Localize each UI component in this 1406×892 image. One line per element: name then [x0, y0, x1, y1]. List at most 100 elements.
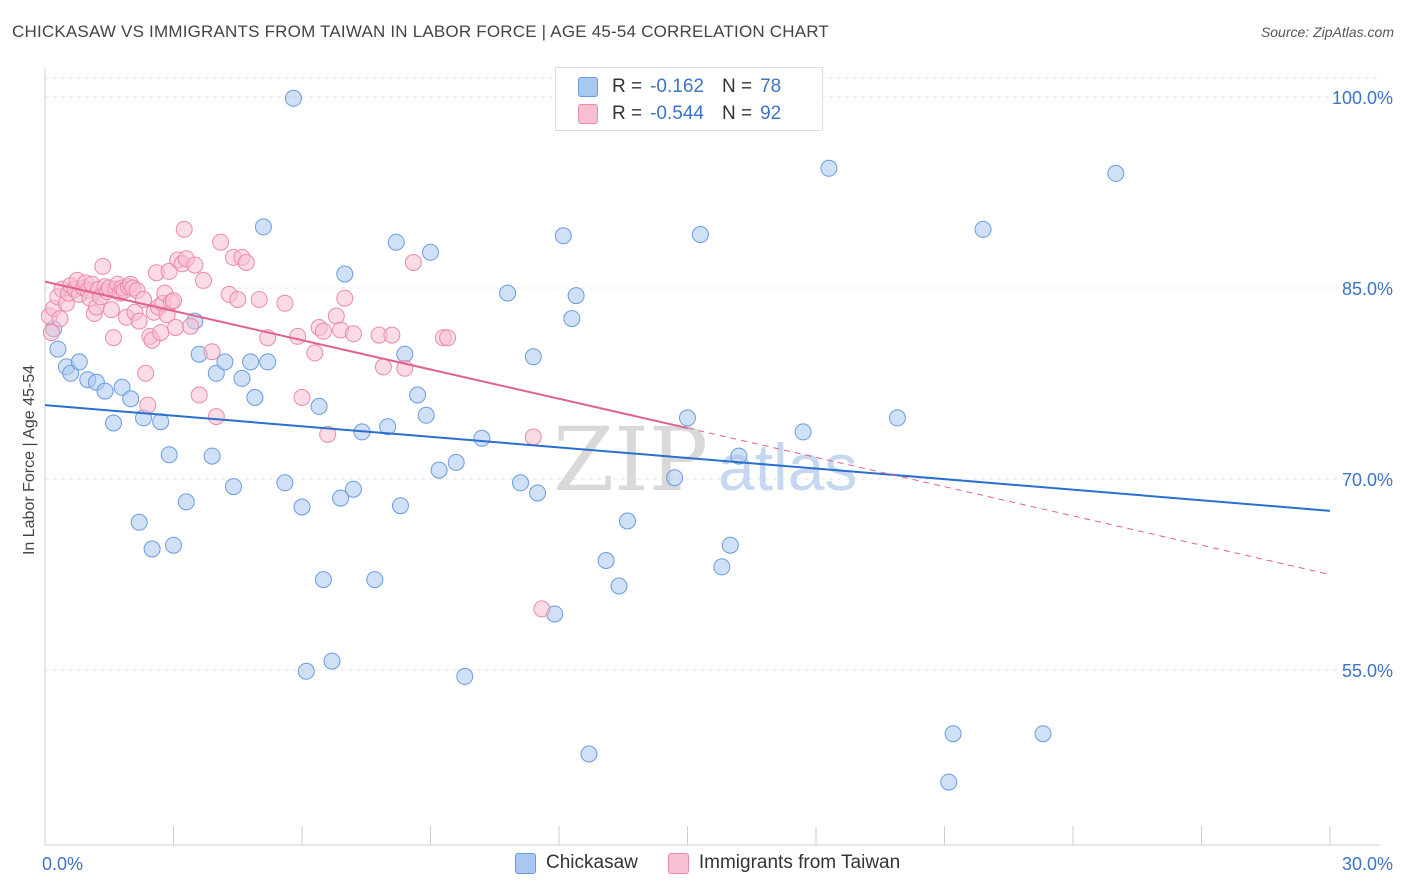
- chickasaw-point: [409, 386, 427, 404]
- taiwan-point: [276, 294, 294, 312]
- chickasaw-point: [207, 364, 225, 382]
- chickasaw-point: [473, 429, 491, 447]
- taiwan-point: [293, 389, 311, 406]
- legend-r-value: -0.544: [650, 103, 704, 124]
- taiwan-point: [182, 317, 200, 335]
- chickasaw-point: [130, 513, 148, 531]
- taiwan-point: [212, 233, 230, 251]
- y-tick-label: 85.0%: [1342, 279, 1393, 299]
- chickasaw-point: [242, 353, 260, 371]
- legend-swatch-chickasaw: [578, 77, 598, 97]
- taiwan-point: [42, 324, 60, 342]
- chickasaw-point: [713, 558, 731, 576]
- taiwan-point: [203, 343, 221, 361]
- chickasaw-point: [293, 498, 311, 516]
- chickasaw-point: [177, 493, 195, 511]
- taiwan-point: [319, 425, 337, 443]
- chickasaw-point: [610, 577, 628, 595]
- legend-r-value: -0.162: [650, 76, 704, 97]
- taiwan-point: [167, 319, 185, 336]
- chickasaw-point: [563, 310, 581, 328]
- chickasaw-point: [619, 512, 636, 530]
- y-tick-label: 55.0%: [1342, 661, 1393, 681]
- bottom-legend-taiwan: Immigrants from Taiwan: [667, 852, 900, 874]
- chickasaw-point: [422, 243, 439, 261]
- chickasaw-trend-line: [44, 404, 1331, 512]
- trend-lines: [44, 280, 1331, 575]
- taiwan-point: [137, 364, 155, 382]
- chickasaw-point: [554, 227, 572, 245]
- chickasaw-point: [113, 378, 131, 396]
- chickasaw-point: [597, 552, 615, 569]
- chickasaw-point: [276, 474, 294, 492]
- chickasaw-point: [529, 484, 547, 502]
- chickasaw-point: [944, 725, 962, 743]
- chickasaw-point: [62, 364, 80, 382]
- taiwan-point: [336, 289, 354, 307]
- chickasaw-point: [580, 745, 598, 763]
- taiwan-point: [152, 324, 170, 342]
- y-tick-label: 100.0%: [1332, 88, 1393, 108]
- y-axis-label: In Labor Force | Age 45-54: [21, 365, 38, 555]
- chickasaw-point: [524, 348, 542, 366]
- legend-n-label: N =: [721, 103, 753, 124]
- chickasaw-point: [225, 478, 242, 496]
- legend-n-value: 78: [760, 76, 782, 97]
- taiwan-point: [130, 312, 148, 330]
- chickasaw-point: [1034, 725, 1052, 743]
- chickasaw-point: [387, 233, 405, 251]
- legend-row-chickasaw: R = -0.162 N = 78: [578, 74, 799, 100]
- axes: [44, 68, 1380, 846]
- taiwan-point: [195, 271, 212, 289]
- taiwan-point: [207, 408, 225, 426]
- chickasaw-point: [254, 218, 272, 236]
- legend-swatch-taiwan: [578, 104, 598, 124]
- chickasaw-point: [160, 446, 178, 464]
- chickasaw-point: [456, 667, 474, 685]
- chickasaw-point: [794, 423, 812, 441]
- chickasaw-point: [499, 284, 517, 302]
- taiwan-point: [102, 301, 120, 319]
- chickasaw-point: [820, 159, 838, 177]
- chickasaw-point: [70, 353, 88, 371]
- chickasaw-point: [417, 406, 435, 424]
- chickasaw-point: [323, 652, 341, 670]
- chickasaw-point: [512, 474, 529, 492]
- taiwan-point: [139, 396, 157, 414]
- taiwan-point: [175, 220, 193, 238]
- taiwan-point: [190, 386, 208, 404]
- chickasaw-point: [379, 418, 397, 436]
- taiwan-point: [374, 358, 392, 376]
- taiwan-point: [237, 254, 255, 271]
- legend: R = -0.162 N = 78 R = -0.544 N = 92: [555, 67, 823, 131]
- chickasaw-point: [888, 409, 906, 427]
- chickasaw-point: [284, 89, 302, 107]
- watermark-zip: ZIP: [553, 408, 708, 511]
- chickasaw-point: [246, 389, 264, 406]
- chickasaw-point: [1107, 164, 1125, 182]
- chickasaw-point: [392, 497, 409, 515]
- taiwan-point: [165, 292, 182, 310]
- chickasaw-point: [691, 226, 709, 243]
- data-points: [40, 89, 1125, 791]
- chickasaw-point: [122, 390, 140, 408]
- y-tick-label: 70.0%: [1342, 470, 1393, 490]
- chickasaw-point: [974, 220, 992, 238]
- legend-r-label: R =: [612, 103, 643, 124]
- source-label: Source: ZipAtlas.com: [1260, 24, 1394, 40]
- chickasaw-point: [332, 489, 350, 507]
- chickasaw-point: [216, 353, 234, 371]
- chickasaw-point: [310, 397, 328, 415]
- taiwan-point: [344, 325, 362, 343]
- chickasaw-point: [344, 480, 362, 498]
- chickasaw-point: [165, 536, 182, 554]
- legend-r-label: R =: [612, 76, 643, 97]
- taiwan-point: [229, 291, 247, 308]
- chickasaw-point: [430, 461, 448, 479]
- bottom-legend: Chickasaw Immigrants from Taiwan: [515, 852, 930, 874]
- chickasaw-point: [366, 571, 384, 589]
- taiwan-trend-line: [44, 280, 688, 430]
- chickasaw-point: [721, 536, 739, 554]
- chickasaw-point: [259, 353, 277, 371]
- chickasaw-point: [730, 447, 748, 465]
